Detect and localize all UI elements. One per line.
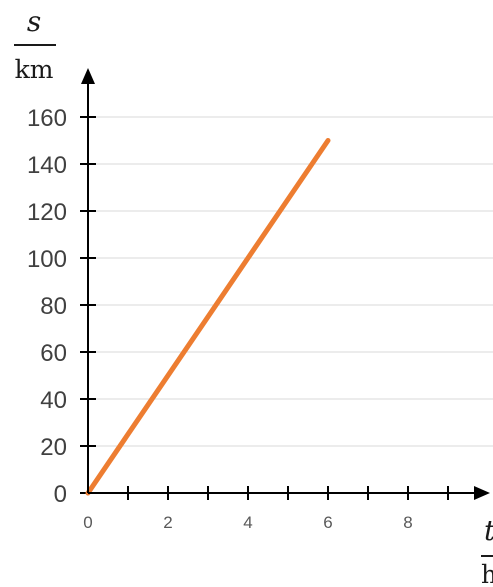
x-tick-label: 0 [83,513,92,532]
x-axis-arrow-icon [474,486,490,500]
y-tick-label: 0 [54,481,67,508]
x-axis-unit-label: h [481,560,493,587]
x-tick-label: 4 [243,513,252,532]
x-tick-label: 8 [403,513,412,532]
y-tick-label: 160 [27,105,67,132]
y-axis-arrow-icon [81,68,95,84]
series-line [85,138,331,496]
y-axis-variable-label: s [27,5,41,38]
series-layer [85,138,331,496]
y-tick-label: 120 [27,199,67,226]
y-tick-label: 140 [27,152,67,179]
y-tick-label: 100 [27,246,67,273]
y-tick-label: 40 [40,387,67,414]
x-axis-variable-label: t [484,514,493,547]
x-tick-label: 2 [163,513,172,532]
gridlines [96,116,493,447]
y-tick-label: 20 [40,434,67,461]
y-tick-label: 80 [40,293,67,320]
y-axis-ticks: 0 20 40 60 80 100 120 140 160 [27,105,96,508]
y-tick-label: 60 [40,340,67,367]
x-tick-label: 6 [323,513,332,532]
y-axis-unit-label: km [15,55,54,84]
